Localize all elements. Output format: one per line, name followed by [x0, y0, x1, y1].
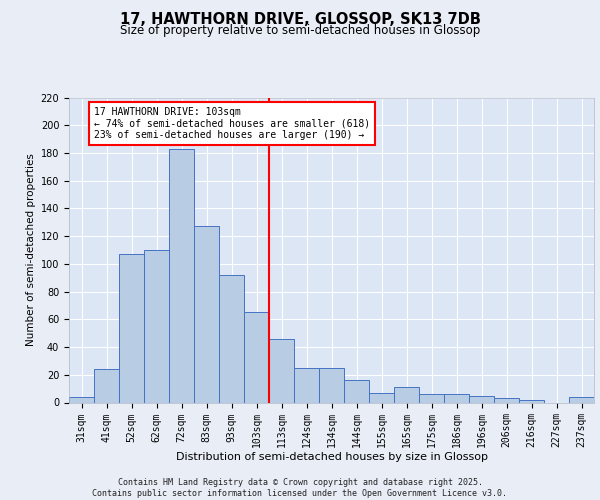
Bar [69, 397, 94, 402]
Bar [244, 312, 269, 402]
Bar [394, 387, 419, 402]
Bar [469, 396, 494, 402]
Text: Size of property relative to semi-detached houses in Glossop: Size of property relative to semi-detach… [120, 24, 480, 37]
Bar [294, 368, 319, 402]
Bar [444, 394, 469, 402]
Bar [144, 250, 169, 402]
Bar [494, 398, 519, 402]
Bar [519, 400, 544, 402]
Bar [194, 226, 219, 402]
Text: Contains HM Land Registry data © Crown copyright and database right 2025.
Contai: Contains HM Land Registry data © Crown c… [92, 478, 508, 498]
Bar [344, 380, 369, 402]
Bar [569, 397, 594, 402]
Bar [419, 394, 444, 402]
Text: 17, HAWTHORN DRIVE, GLOSSOP, SK13 7DB: 17, HAWTHORN DRIVE, GLOSSOP, SK13 7DB [119, 12, 481, 28]
Bar [219, 275, 244, 402]
Text: 17 HAWTHORN DRIVE: 103sqm
← 74% of semi-detached houses are smaller (618)
23% of: 17 HAWTHORN DRIVE: 103sqm ← 74% of semi-… [94, 107, 370, 140]
X-axis label: Distribution of semi-detached houses by size in Glossop: Distribution of semi-detached houses by … [176, 452, 487, 462]
Bar [319, 368, 344, 402]
Bar [169, 149, 194, 403]
Bar [94, 369, 119, 402]
Bar [119, 254, 144, 402]
Bar [369, 393, 394, 402]
Y-axis label: Number of semi-detached properties: Number of semi-detached properties [26, 154, 37, 346]
Bar [269, 338, 294, 402]
